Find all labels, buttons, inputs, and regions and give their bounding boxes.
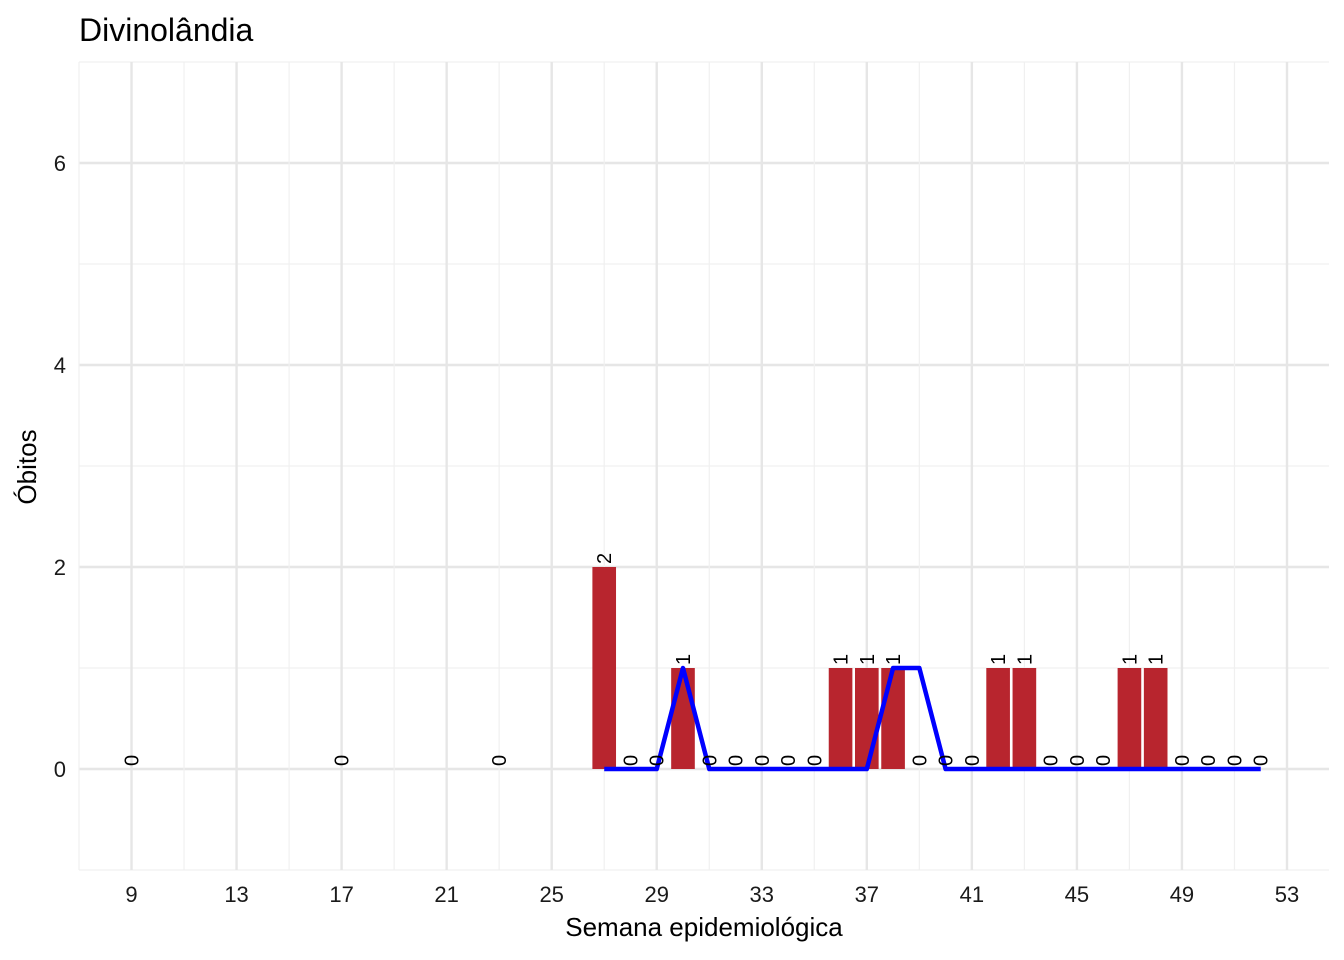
- x-tick-label: 9: [125, 882, 137, 907]
- bar-label: 0: [1067, 755, 1089, 766]
- bar: [1012, 668, 1037, 769]
- bar-label: 0: [804, 755, 826, 766]
- bar: [881, 668, 905, 769]
- bar-label: 0: [752, 755, 774, 766]
- bar: [1117, 668, 1142, 769]
- y-tick-label: 2: [54, 555, 66, 580]
- bar-labels: 0 0 020 010 0 0 0 01 1 10 0 01 10 0 01 10 0 0 0: [122, 553, 1273, 766]
- bar: [828, 668, 853, 769]
- x-tick-label: 45: [1065, 882, 1089, 907]
- bar-label: 1: [883, 654, 905, 665]
- bar-label: 1: [857, 654, 879, 665]
- y-tick-label: 4: [54, 353, 66, 378]
- bar-label: 0: [647, 755, 669, 766]
- bar: [986, 668, 1010, 769]
- bar: [854, 668, 879, 769]
- y-axis-title: Óbitos: [12, 429, 42, 504]
- x-tick-label: 49: [1170, 882, 1194, 907]
- bar-label: 1: [1119, 654, 1141, 665]
- bar-label: 1: [673, 654, 695, 665]
- y-tick-label: 6: [54, 151, 66, 176]
- bar-label: 2: [594, 553, 616, 564]
- chart-title: Divinolândia: [79, 12, 254, 48]
- x-tick-label: 25: [539, 882, 563, 907]
- bar-label: 0: [1041, 755, 1063, 766]
- bar-label: 1: [988, 654, 1010, 665]
- bar-label: 0: [620, 755, 642, 766]
- x-tick-label: 33: [750, 882, 774, 907]
- line-series: [604, 665, 1261, 772]
- bar-label: 0: [962, 755, 984, 766]
- bar: [1143, 668, 1168, 769]
- bar-label: 1: [831, 654, 853, 665]
- bar-label: 0: [332, 755, 354, 766]
- trend-line: [604, 665, 1261, 772]
- x-axis-title: Semana epidemiológica: [565, 912, 843, 942]
- bar-label: 0: [778, 755, 800, 766]
- bar-label: 0: [1172, 755, 1194, 766]
- bar: [671, 668, 695, 769]
- y-tick-label: 0: [54, 757, 66, 782]
- bar-label: 0: [1251, 755, 1273, 766]
- bar-label: 0: [122, 755, 144, 766]
- x-tick-label: 41: [960, 882, 984, 907]
- bar: [592, 567, 617, 769]
- bar-label: 0: [909, 755, 931, 766]
- bar-label: 0: [699, 755, 721, 766]
- bar-label: 0: [1093, 755, 1115, 766]
- bar-label: 0: [1224, 755, 1246, 766]
- bar-label: 0: [1198, 755, 1220, 766]
- x-tick-label: 21: [434, 882, 458, 907]
- bars: [592, 567, 1168, 769]
- bar-label: 0: [489, 755, 511, 766]
- x-tick-label: 29: [644, 882, 668, 907]
- bar-label: 1: [1146, 654, 1168, 665]
- bar-label: 0: [726, 755, 748, 766]
- y-axis-ticks: 0 2 4 6: [54, 151, 66, 782]
- grid: [78, 61, 1329, 871]
- x-tick-label: 37: [855, 882, 879, 907]
- x-tick-label: 17: [329, 882, 353, 907]
- bar-label: 1: [1014, 654, 1036, 665]
- x-tick-label: 53: [1275, 882, 1299, 907]
- x-tick-label: 13: [224, 882, 248, 907]
- x-axis-ticks: 9 13 17 21 25 29 33 37 41 45 49 53: [125, 882, 1299, 907]
- bar-label: 0: [936, 755, 958, 766]
